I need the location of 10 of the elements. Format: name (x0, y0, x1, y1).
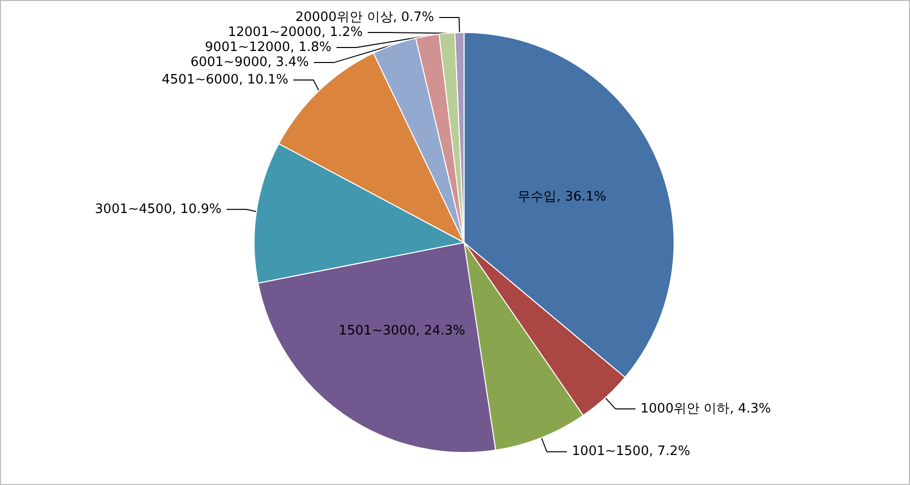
slice-label: 1000위안 이하, 4.3% (640, 401, 772, 416)
slice-label: 1501~3000, 24.3% (338, 323, 466, 338)
slice-label: 6001~9000, 3.4% (190, 55, 309, 70)
slice-label: 9001~12000, 1.8% (204, 40, 332, 56)
slice-label: 4501~6000, 10.1% (162, 72, 288, 88)
slice-label: 무수입, 36.1% (518, 189, 606, 204)
slice-label: 12001~20000, 1.2% (228, 25, 363, 40)
slice-label: 20000위안 이상, 0.7% (295, 10, 434, 26)
slice-label: 1001~1500, 7.2% (572, 444, 690, 460)
slice-label: 3001~4500, 10.9% (94, 202, 222, 217)
